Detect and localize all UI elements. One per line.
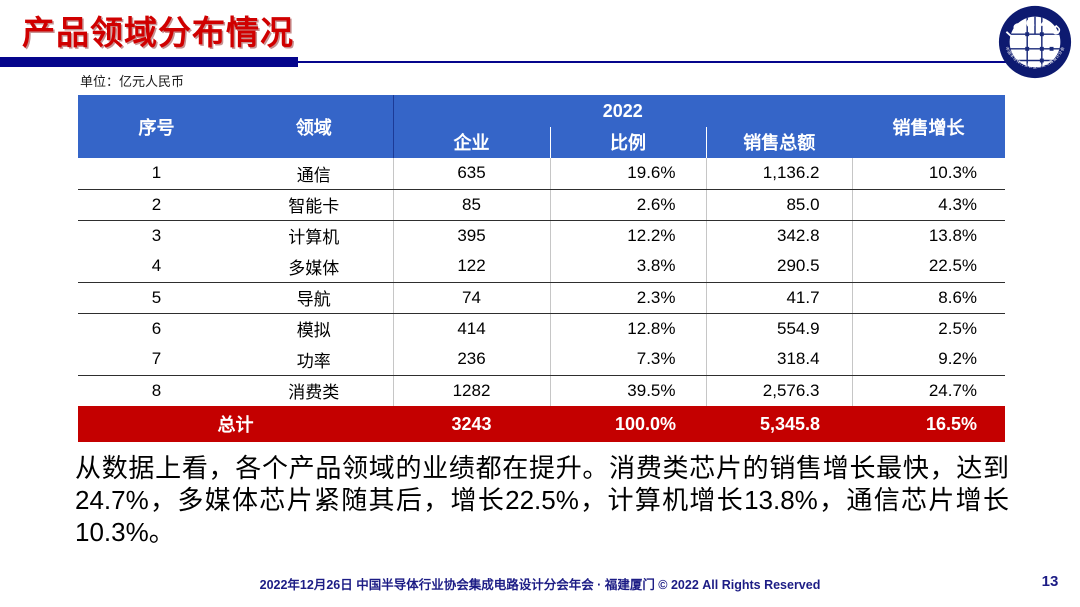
cell-domain: 智能卡 <box>235 189 394 221</box>
cell-companies: 122 <box>393 251 551 283</box>
cell-domain: 多媒体 <box>235 251 394 283</box>
cell-growth: 9.2% <box>852 344 1006 376</box>
header-seq: 序号 <box>78 95 235 158</box>
header-sales: 销售总额 <box>705 127 853 158</box>
cell-share: 2.3% <box>550 282 707 314</box>
cell-domain: 通信 <box>235 158 394 190</box>
cell-companies: 635 <box>393 158 551 190</box>
title-underline-thin <box>0 61 1010 63</box>
cell-growth: 22.5% <box>852 251 1006 283</box>
cell-sales: 318.4 <box>706 344 853 376</box>
table-row: 2 智能卡 85 2.6% 85.0 4.3% <box>78 189 1006 221</box>
table-row: 3 计算机 395 12.2% 342.8 13.8% <box>78 220 1006 251</box>
unit-label: 单位：亿元人民币 <box>80 74 185 89</box>
iccad-logo: ICCAD 中国半导体行业协会集成电路设计分会 <box>998 5 1072 79</box>
header-growth: 销售增长 <box>852 95 1006 158</box>
cell-companies: 395 <box>393 220 551 251</box>
cell-share: 12.8% <box>550 313 707 344</box>
total-growth: 16.5% <box>852 406 1006 442</box>
cell-sales: 342.8 <box>706 220 853 251</box>
cell-growth: 4.3% <box>852 189 1006 221</box>
cell-companies: 414 <box>393 313 551 344</box>
header-domain: 领域 <box>235 95 394 158</box>
cell-companies: 1282 <box>393 375 551 406</box>
title-underline-thick <box>0 57 298 67</box>
header-share: 比例 <box>549 127 706 158</box>
cell-seq: 1 <box>78 158 235 190</box>
table-row: 8 消费类 1282 39.5% 2,576.3 24.7% <box>78 375 1006 406</box>
cell-sales: 554.9 <box>706 313 853 344</box>
cell-growth: 24.7% <box>852 375 1006 406</box>
table-header: 序号 领域 2022 销售增长 企业 比例 销售总额 <box>78 95 1006 158</box>
cell-sales: 2,576.3 <box>706 375 853 406</box>
total-share: 100.0% <box>550 406 706 442</box>
cell-companies: 236 <box>393 344 551 376</box>
cell-companies: 74 <box>393 282 551 314</box>
footer-text: 2022年12月26日 中国半导体行业协会集成电路设计分会年会 · 福建厦门 ©… <box>259 578 821 592</box>
cell-growth: 10.3% <box>852 158 1006 190</box>
cell-seq: 4 <box>78 251 235 283</box>
cell-domain: 功率 <box>235 344 394 376</box>
cell-seq: 2 <box>78 189 235 221</box>
cell-companies: 85 <box>393 189 551 221</box>
cell-share: 19.6% <box>550 158 707 190</box>
table-total-row: 总计 3243 100.0% 5,345.8 16.5% <box>78 406 1006 442</box>
table-row: 6 模拟 414 12.8% 554.9 2.5% <box>78 313 1006 344</box>
cell-seq: 8 <box>78 375 235 406</box>
cell-seq: 7 <box>78 344 235 376</box>
cell-seq: 3 <box>78 220 235 251</box>
cell-growth: 8.6% <box>852 282 1006 314</box>
logo-inner-disc <box>1009 16 1061 68</box>
cell-domain: 消费类 <box>235 375 394 406</box>
commentary-paragraph: 从数据上看，各个产品领域的业绩都在提升。消费类芯片的销售增长最快，达到24.7%… <box>75 453 1009 547</box>
total-sales: 5,345.8 <box>706 406 853 442</box>
table-row: 7 功率 236 7.3% 318.4 9.2% <box>78 344 1006 376</box>
cell-domain: 计算机 <box>235 220 394 251</box>
cell-seq: 5 <box>78 282 235 314</box>
total-label: 总计 <box>78 406 393 442</box>
cell-sales: 85.0 <box>706 189 853 221</box>
table-row: 4 多媒体 122 3.8% 290.5 22.5% <box>78 251 1006 283</box>
total-companies: 3243 <box>393 406 550 442</box>
logo-grid-nodes <box>1025 32 1054 63</box>
table-row: 1 通信 635 19.6% 1,136.2 10.3% <box>78 158 1006 190</box>
cell-share: 12.2% <box>550 220 707 251</box>
cell-growth: 2.5% <box>852 313 1006 344</box>
header-year-group: 2022 <box>393 95 853 127</box>
table-row: 5 导航 74 2.3% 41.7 8.6% <box>78 282 1006 314</box>
header-companies: 企业 <box>393 127 550 158</box>
cell-share: 2.6% <box>550 189 707 221</box>
cell-domain: 模拟 <box>235 313 394 344</box>
cell-share: 7.3% <box>550 344 707 376</box>
cell-growth: 13.8% <box>852 220 1006 251</box>
cell-share: 3.8% <box>550 251 707 283</box>
cell-sales: 290.5 <box>706 251 853 283</box>
cell-sales: 41.7 <box>706 282 853 314</box>
cell-share: 39.5% <box>550 375 707 406</box>
data-table: 序号 领域 2022 销售增长 企业 比例 销售总额 1 通信 635 19.6… <box>78 95 1006 442</box>
page-title: 产品领域分布情况 <box>22 14 294 51</box>
page-number: 13 <box>1041 573 1059 590</box>
cell-domain: 导航 <box>235 282 394 314</box>
cell-seq: 6 <box>78 313 235 344</box>
cell-sales: 1,136.2 <box>706 158 853 190</box>
